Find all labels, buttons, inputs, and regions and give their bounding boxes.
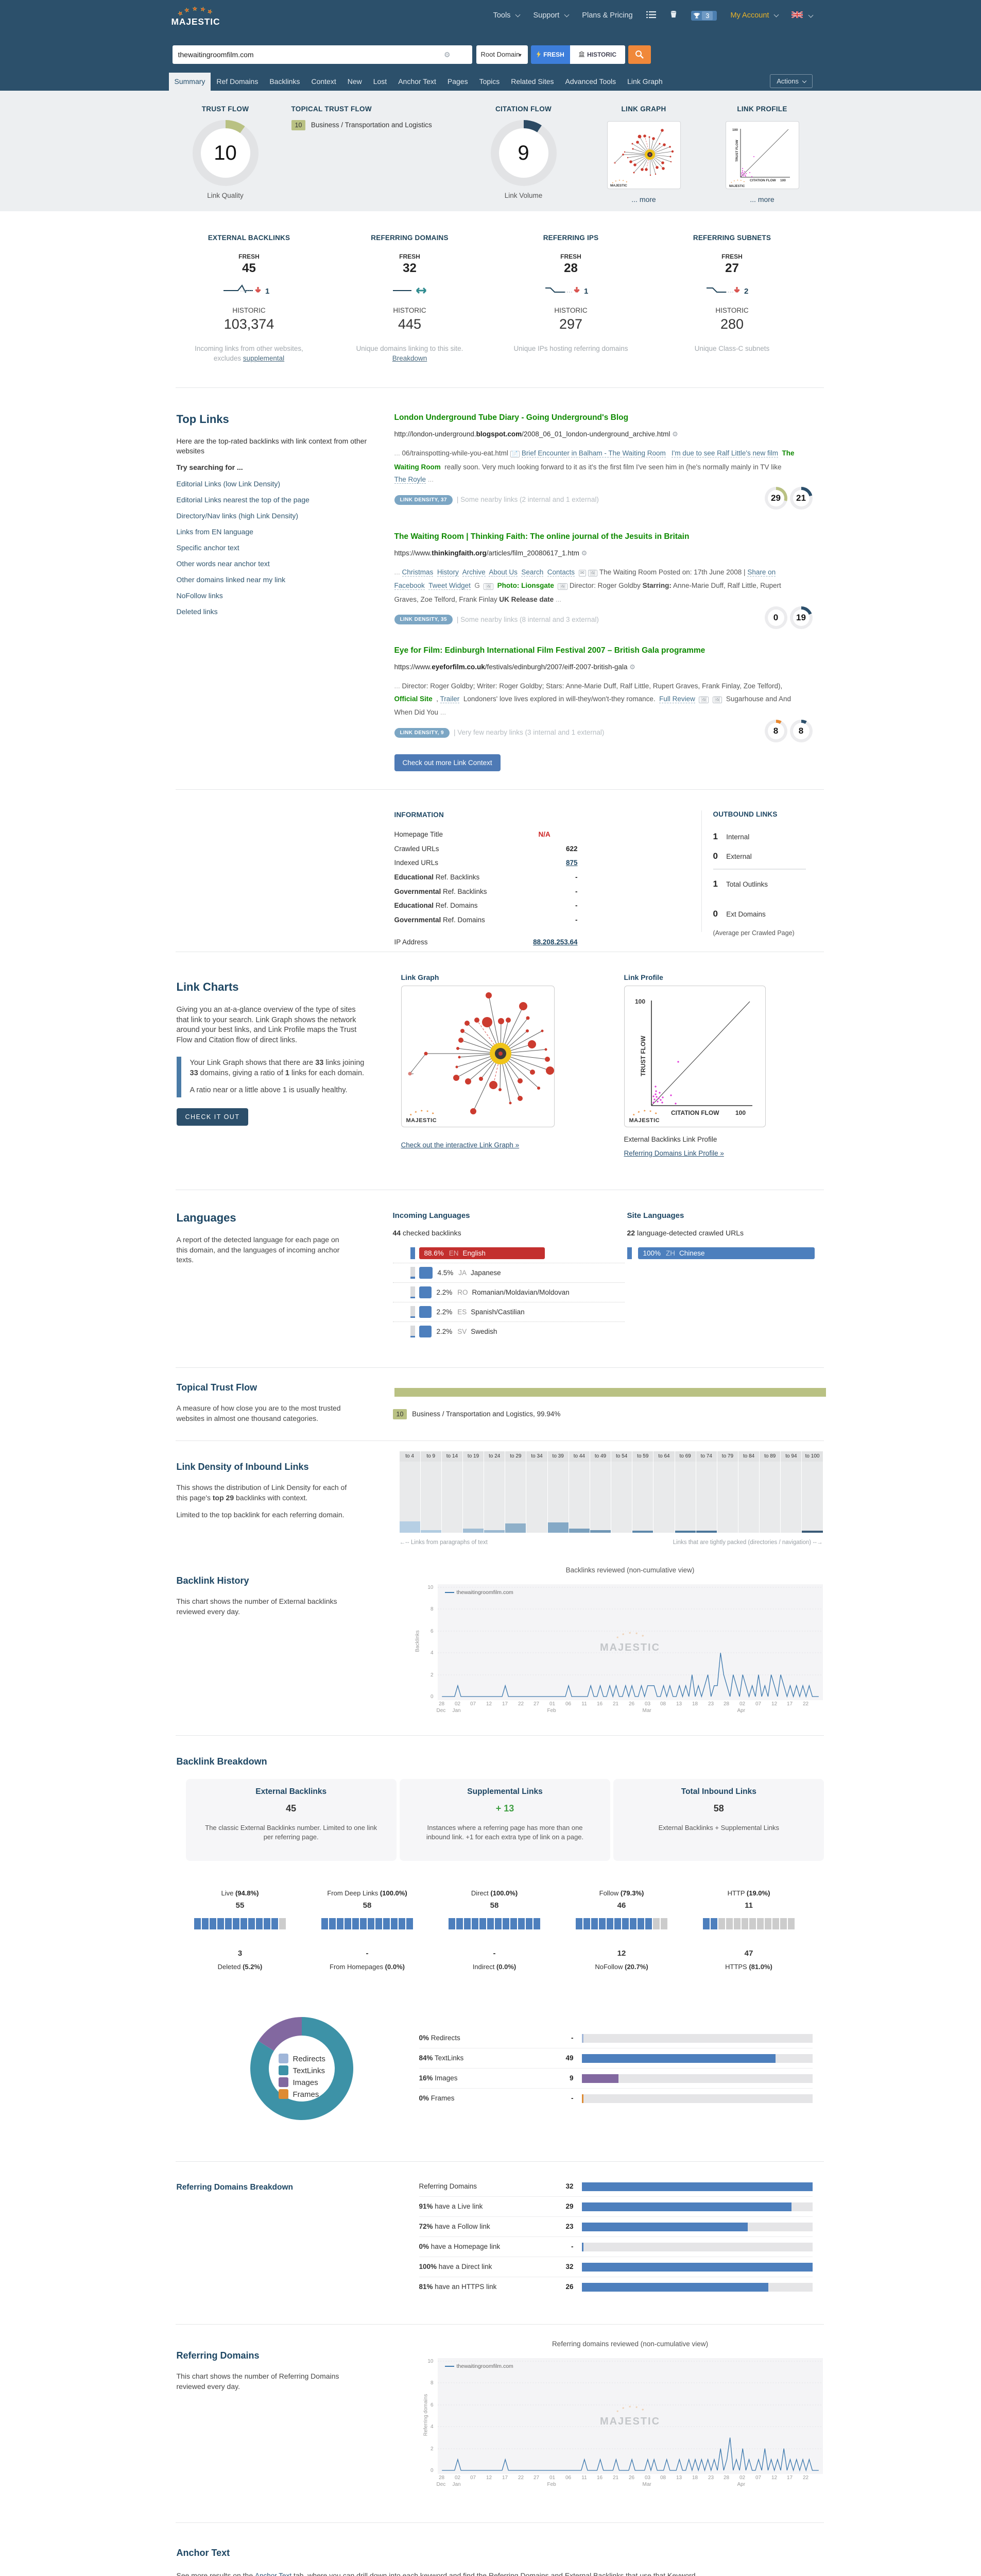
svg-text:2: 2 <box>744 287 748 296</box>
svg-text:CITATION FLOW: CITATION FLOW <box>671 1109 719 1116</box>
svg-text:MAJESTIC: MAJESTIC <box>729 185 745 188</box>
svg-text:CITATION FLOW: CITATION FLOW <box>750 179 777 182</box>
svg-text:MAJESTIC: MAJESTIC <box>610 184 627 188</box>
svg-text:TRUST FLOW: TRUST FLOW <box>735 140 739 162</box>
svg-text:100: 100 <box>635 998 645 1005</box>
svg-text:TRUST FLOW: TRUST FLOW <box>640 1036 647 1076</box>
svg-text:100: 100 <box>732 128 738 132</box>
svg-text:1: 1 <box>584 287 588 296</box>
svg-text:100: 100 <box>735 1109 746 1116</box>
svg-text:100: 100 <box>780 179 786 182</box>
svg-text:1: 1 <box>265 287 269 296</box>
